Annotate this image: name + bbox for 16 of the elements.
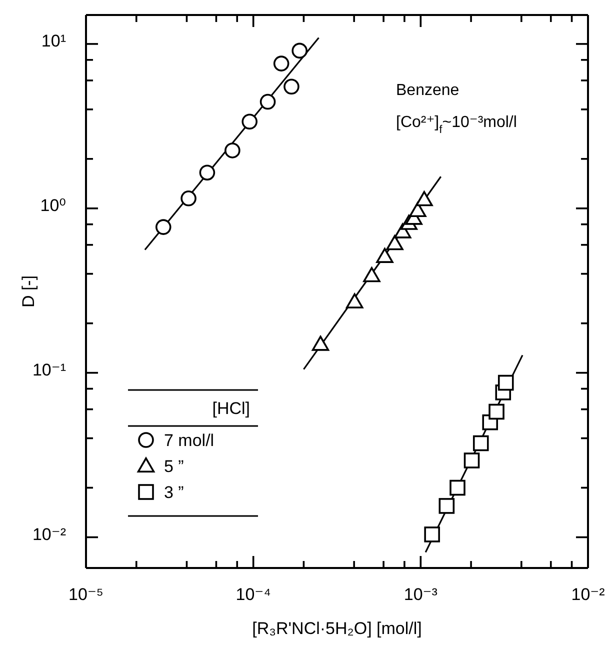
y-axis-title: D [-] <box>19 275 38 308</box>
y-tick-label: 10⁻² <box>32 524 66 544</box>
legend-title: [HCl] <box>212 399 250 418</box>
annotation: [Co²⁺]$_{f}$~10⁻³mol/l <box>396 114 517 136</box>
legend-label: 5 ” <box>164 457 184 476</box>
x-tick-label: 10⁻⁵ <box>68 585 104 604</box>
annotation: Benzene <box>396 82 460 99</box>
x-tick-label: 10⁻³ <box>404 585 438 604</box>
x-axis-title: [R₃R'NCl·5H₂O] [mol/l] <box>252 619 422 638</box>
y-tick-label: 10⁰ <box>40 196 66 215</box>
legend-label: 3 ” <box>164 483 184 502</box>
y-tick-label: 10⁻¹ <box>32 360 66 380</box>
x-tick-label: 10⁻⁴ <box>236 585 271 604</box>
y-tick-label: 10¹ <box>41 32 66 51</box>
legend-label: 7 mol/l <box>164 431 214 450</box>
x-tick-label: 10⁻² <box>571 585 606 604</box>
